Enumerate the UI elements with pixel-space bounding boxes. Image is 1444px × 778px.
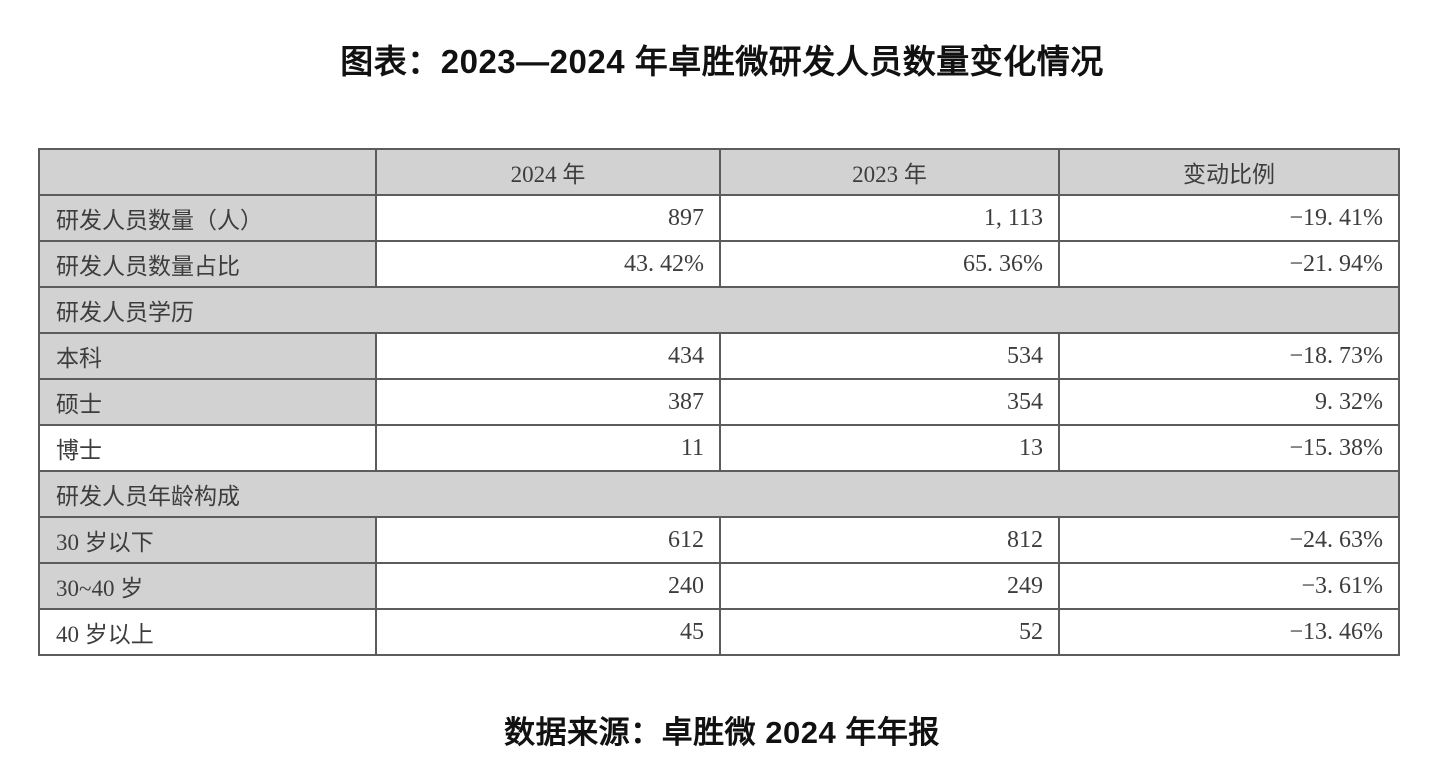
table-body: 研发人员数量（人） 897 1, 113 −19. 41% 研发人员数量占比 43. 42… — [38, 194, 1400, 656]
cell-value: 1, 113 — [719, 194, 1060, 242]
cell-value: 387 — [375, 378, 721, 426]
cell-value: −18. 73% — [1058, 332, 1400, 380]
section-label: 研发人员年龄构成 — [38, 470, 1400, 518]
cell-value: 43. 42% — [375, 240, 721, 288]
cell-value: −13. 46% — [1058, 608, 1400, 656]
cell-value: 249 — [719, 562, 1060, 610]
cell-value: 11 — [375, 424, 721, 472]
section-label: 研发人员学历 — [38, 286, 1400, 334]
cell-value: 812 — [719, 516, 1060, 564]
table-row: 研发人员数量（人） 897 1, 113 −19. 41% — [38, 194, 1400, 242]
cell-value: 52 — [719, 608, 1060, 656]
section-row: 研发人员年龄构成 — [38, 470, 1400, 518]
cell-value: 612 — [375, 516, 721, 564]
cell-value: −3. 61% — [1058, 562, 1400, 610]
cell-value: −19. 41% — [1058, 194, 1400, 242]
cell-value: 434 — [375, 332, 721, 380]
data-table: 2024 年 2023 年变动比例 研发人员数量（人） 897 1, 113 −19. … — [38, 148, 1400, 656]
cell-value: 9. 32% — [1058, 378, 1400, 426]
column-header — [38, 148, 377, 196]
column-header: 2023 年 — [719, 148, 1060, 196]
table-row: 40 岁以上 45 52 −13. 46% — [38, 608, 1400, 656]
row-label: 博士 — [38, 424, 377, 472]
table-row: 博士 11 13 −15. 38% — [38, 424, 1400, 472]
table-header-row: 2024 年 2023 年变动比例 — [38, 148, 1400, 196]
cell-value: 534 — [719, 332, 1060, 380]
table-row: 研发人员数量占比 43. 42% 65. 36% −21. 94% — [38, 240, 1400, 288]
table-row: 30~40 岁 240 249 −3. 61% — [38, 562, 1400, 610]
figure-title: 图表：2023—2024 年卓胜微研发人员数量变化情况 — [340, 43, 1104, 80]
row-label: 研发人员数量占比 — [38, 240, 377, 288]
table-row: 30 岁以下 612 812 −24. 63% — [38, 516, 1400, 564]
column-header: 变动比例 — [1058, 148, 1400, 196]
table-row: 硕士 387 354 9. 32% — [38, 378, 1400, 426]
row-label: 30 岁以下 — [38, 516, 377, 564]
row-label: 40 岁以上 — [38, 608, 377, 656]
row-label: 研发人员数量（人） — [38, 194, 377, 242]
section-row: 研发人员学历 — [38, 286, 1400, 334]
cell-value: 240 — [375, 562, 721, 610]
row-label: 30~40 岁 — [38, 562, 377, 610]
cell-value: −15. 38% — [1058, 424, 1400, 472]
cell-value: 65. 36% — [719, 240, 1060, 288]
cell-value: −24. 63% — [1058, 516, 1400, 564]
cell-value: 45 — [375, 608, 721, 656]
table-row: 本科 434 534 −18. 73% — [38, 332, 1400, 380]
cell-value: 13 — [719, 424, 1060, 472]
cell-value: 354 — [719, 378, 1060, 426]
row-label: 硕士 — [38, 378, 377, 426]
column-header: 2024 年 — [375, 148, 721, 196]
cell-value: −21. 94% — [1058, 240, 1400, 288]
cell-value: 897 — [375, 194, 721, 242]
data-source: 数据来源：卓胜微 2024 年年报 — [504, 715, 940, 750]
row-label: 本科 — [38, 332, 377, 380]
